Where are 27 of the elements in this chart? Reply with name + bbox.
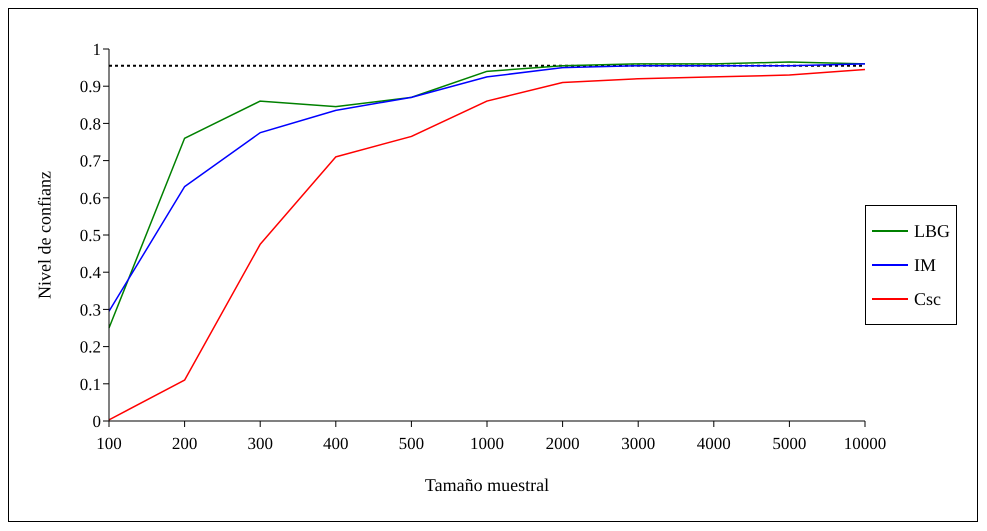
legend-label: IM [914,254,936,277]
y-tick-label: 0.2 [80,338,101,357]
y-tick-label: 0.5 [80,226,101,246]
y-tick-label: 0.6 [80,188,101,208]
y-tick-label: 0.9 [80,77,101,96]
x-tick-label: 2000 [546,434,580,454]
x-tick-label: 10000 [844,434,886,454]
legend-label: Csc [914,288,941,311]
y-tick-label: 0 [92,412,101,432]
x-tick-label: 5000 [772,434,806,454]
y-axis-title: Nivel de confianz [34,171,54,299]
x-tick-label: 4000 [696,434,731,454]
y-tick-label: 1 [92,40,101,60]
y-tick-label: 0.3 [80,300,101,320]
x-tick-label: 3000 [621,434,656,454]
x-tick-label: 100 [96,434,122,454]
x-axis-title: Tamaño muestral [424,475,550,495]
x-tick-label: 500 [398,434,424,454]
x-tick-label: 300 [247,434,273,454]
y-tick-label: 0.7 [80,152,102,171]
legend-label: LBG [914,220,950,243]
x-tick-label: 200 [172,434,198,454]
x-tick-label: 400 [323,434,349,454]
y-tick-label: 0.1 [80,374,101,394]
y-tick-label: 0.4 [80,263,102,282]
y-tick-label: 0.8 [80,114,101,134]
x-tick-label: 1000 [470,434,504,454]
